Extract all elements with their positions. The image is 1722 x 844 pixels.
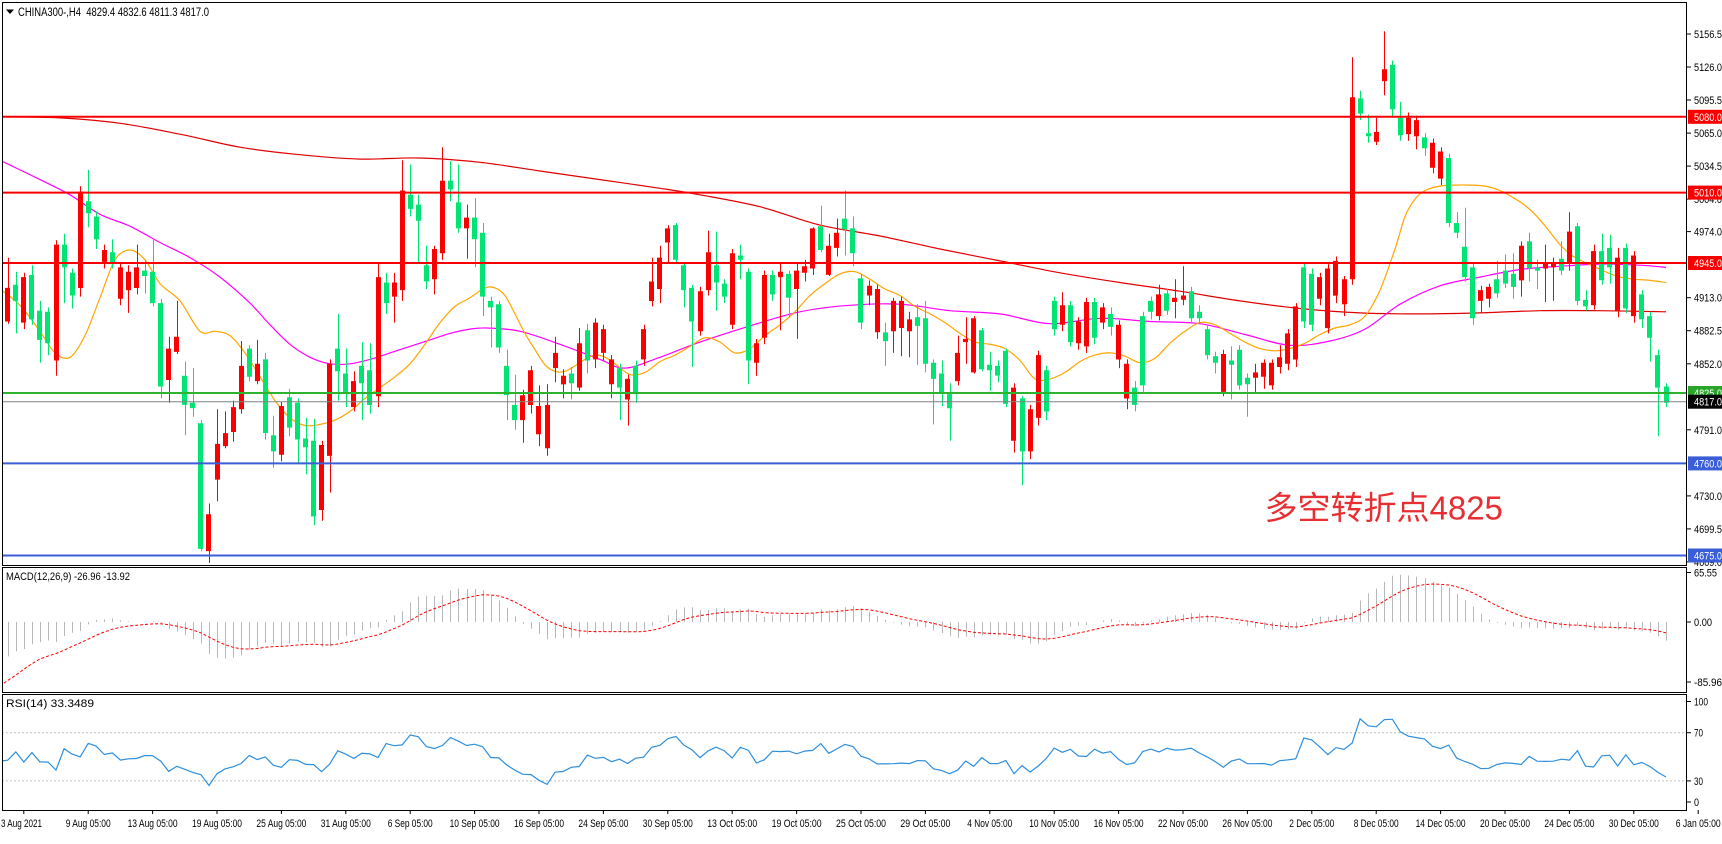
svg-text:65.55: 65.55 — [1694, 568, 1717, 580]
svg-text:29 Oct 05:00: 29 Oct 05:00 — [900, 818, 950, 830]
svg-text:5010.0: 5010.0 — [1694, 188, 1722, 200]
svg-text:24 Sep 05:00: 24 Sep 05:00 — [578, 818, 628, 830]
svg-text:25 Oct 05:00: 25 Oct 05:00 — [836, 818, 886, 830]
svg-text:10 Nov 05:00: 10 Nov 05:00 — [1029, 818, 1079, 830]
svg-text:4945.0: 4945.0 — [1694, 258, 1722, 270]
svg-text:24 Dec 05:00: 24 Dec 05:00 — [1544, 818, 1594, 830]
svg-text:8 Dec 05:00: 8 Dec 05:00 — [1354, 818, 1399, 830]
svg-text:0.00: 0.00 — [1694, 617, 1712, 629]
svg-text:4817.0: 4817.0 — [1694, 397, 1722, 409]
svg-text:19 Oct 05:00: 19 Oct 05:00 — [772, 818, 822, 830]
svg-text:4699.5: 4699.5 — [1694, 524, 1722, 536]
svg-text:4913.0: 4913.0 — [1694, 293, 1722, 305]
svg-text:70: 70 — [1694, 728, 1703, 740]
svg-text:14 Dec 05:00: 14 Dec 05:00 — [1416, 818, 1466, 830]
svg-text:9 Aug 05:00: 9 Aug 05:00 — [66, 818, 111, 830]
svg-text:5080.0: 5080.0 — [1694, 112, 1722, 124]
svg-text:5156.5: 5156.5 — [1694, 29, 1722, 41]
svg-text:16 Sep 05:00: 16 Sep 05:00 — [514, 818, 564, 830]
svg-text:100: 100 — [1694, 697, 1708, 709]
svg-text:6 Jan 05:00: 6 Jan 05:00 — [1676, 818, 1721, 830]
svg-text:4791.0: 4791.0 — [1694, 425, 1722, 437]
svg-text:22 Nov 05:00: 22 Nov 05:00 — [1158, 818, 1208, 830]
svg-text:4675.0: 4675.0 — [1694, 551, 1722, 563]
svg-text:31 Aug 05:00: 31 Aug 05:00 — [321, 818, 371, 830]
svg-text:4882.5: 4882.5 — [1694, 326, 1722, 338]
svg-text:30 Sep 05:00: 30 Sep 05:00 — [643, 818, 693, 830]
svg-text:4760.0: 4760.0 — [1694, 458, 1722, 470]
svg-text:MACD(12,26,9) -26.96 -13.92: MACD(12,26,9) -26.96 -13.92 — [6, 571, 130, 583]
svg-text:30 Dec 05:00: 30 Dec 05:00 — [1609, 818, 1659, 830]
svg-text:13 Aug 05:00: 13 Aug 05:00 — [128, 818, 178, 830]
svg-text:0: 0 — [1694, 797, 1699, 809]
svg-text:3 Aug 2021: 3 Aug 2021 — [1, 818, 42, 830]
svg-text:RSI(14) 33.3489: RSI(14) 33.3489 — [6, 698, 94, 710]
svg-text:4852.0: 4852.0 — [1694, 359, 1722, 371]
svg-text:30: 30 — [1694, 776, 1703, 788]
svg-text:6 Sep 05:00: 6 Sep 05:00 — [388, 818, 433, 830]
svg-text:5095.5: 5095.5 — [1694, 95, 1722, 107]
svg-text:16 Nov 05:00: 16 Nov 05:00 — [1094, 818, 1144, 830]
svg-text:20 Dec 05:00: 20 Dec 05:00 — [1480, 818, 1530, 830]
svg-text:26 Nov 05:00: 26 Nov 05:00 — [1222, 818, 1272, 830]
svg-text:5065.0: 5065.0 — [1694, 128, 1722, 140]
svg-text:4825: 4825 — [1430, 490, 1503, 527]
svg-text:2 Dec 05:00: 2 Dec 05:00 — [1289, 818, 1334, 830]
svg-text:10 Sep 05:00: 10 Sep 05:00 — [450, 818, 500, 830]
svg-text:4974.0: 4974.0 — [1694, 227, 1722, 239]
svg-text:4730.0: 4730.0 — [1694, 491, 1722, 503]
svg-text:CHINA300-,H4 4829.4 4832.6 48: CHINA300-,H4 4829.4 4832.6 4811.3 4817.0 — [18, 7, 209, 19]
svg-text:5126.0: 5126.0 — [1694, 62, 1722, 74]
svg-text:19 Aug 05:00: 19 Aug 05:00 — [192, 818, 242, 830]
svg-text:4 Nov 05:00: 4 Nov 05:00 — [967, 818, 1012, 830]
svg-text:13 Oct 05:00: 13 Oct 05:00 — [707, 818, 757, 830]
svg-text:5034.5: 5034.5 — [1694, 161, 1722, 173]
svg-text:25 Aug 05:00: 25 Aug 05:00 — [256, 818, 306, 830]
svg-text:-85.96: -85.96 — [1694, 677, 1722, 689]
